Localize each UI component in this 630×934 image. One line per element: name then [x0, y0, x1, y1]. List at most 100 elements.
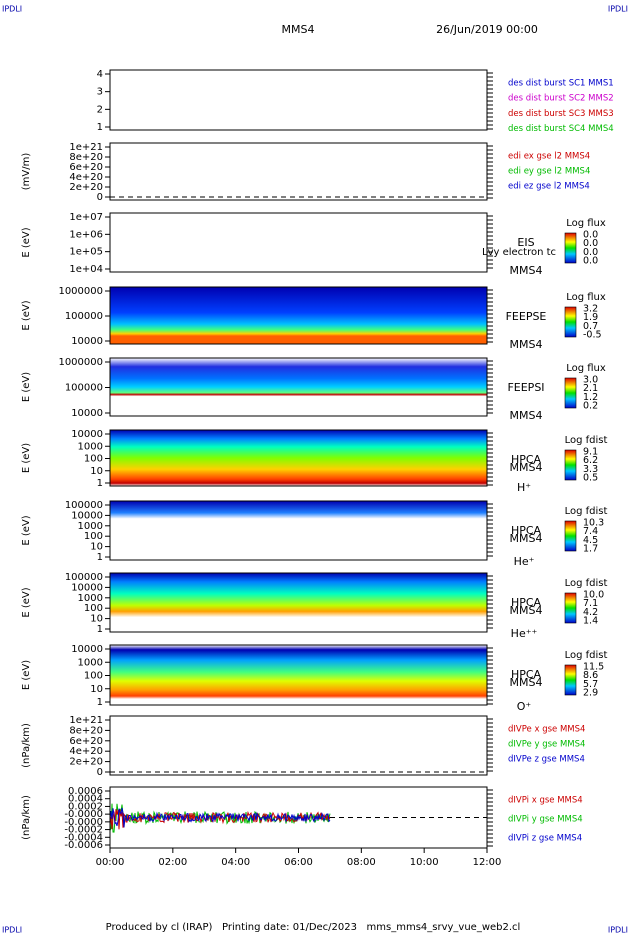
species-label: He⁺ — [514, 555, 535, 568]
y-tick-label: 10 — [90, 542, 103, 553]
x-tick-label: 04:00 — [221, 857, 250, 868]
y-tick-label: 1000 — [78, 521, 103, 532]
colorbar-title: Log fdist — [565, 650, 608, 661]
y-tick-label: 2 — [97, 104, 103, 115]
series-label: edi ey gse l2 MMS4 — [508, 167, 590, 177]
y-tick-label: 10000 — [71, 644, 103, 655]
series-label: dIVPi x gse MMS4 — [508, 796, 583, 806]
y-tick-label: 100000 — [65, 500, 103, 511]
x-tick-label: 10:00 — [410, 857, 439, 868]
y-tick-label: 1000 — [78, 441, 103, 452]
y-tick-label: 10000 — [71, 510, 103, 521]
y-tick-label: -0.0006 — [64, 840, 103, 851]
species-label: He⁺⁺ — [511, 627, 538, 640]
spectrogram — [110, 645, 487, 705]
y-axis-label: (nPa/km) — [21, 723, 32, 768]
x-tick-label: 02:00 — [158, 857, 187, 868]
series-label: dIVPe z gse MMS4 — [508, 755, 585, 765]
colorbar-tick-label: -0.5 — [583, 330, 602, 341]
colorbar — [565, 233, 576, 263]
series-label: dIVPe x gse MMS4 — [508, 725, 585, 735]
colorbar-tick-label: 0.5 — [583, 473, 598, 484]
y-tick-label: 1000 — [78, 657, 103, 668]
colorbar-tick-label: 0.0 — [583, 256, 598, 267]
y-tick-label: 10 — [90, 466, 103, 477]
colorbar-title: Log flux — [566, 218, 606, 229]
x-tick-label: 08:00 — [347, 857, 376, 868]
y-tick-label: 10 — [90, 684, 103, 695]
y-tick-label: 8e+20 — [69, 725, 103, 736]
colorbar — [565, 593, 576, 623]
y-axis-label: (nPa/km) — [21, 795, 32, 840]
y-tick-label: 10000 — [71, 408, 103, 419]
y-tick-label: 100 — [84, 603, 103, 614]
spacecraft-label: MMS4 — [510, 461, 543, 474]
y-tick-label: 1e+07 — [69, 212, 103, 223]
y-tick-label: 0 — [97, 767, 103, 778]
colorbar — [565, 307, 576, 337]
colorbar-tick-label: 1.4 — [583, 616, 598, 627]
y-tick-label: 1e+04 — [69, 264, 103, 275]
colorbar — [565, 450, 576, 480]
y-tick-label: 1 — [97, 122, 103, 133]
instrument-label: FEEPSI — [507, 381, 544, 394]
panel-frame — [110, 716, 487, 775]
y-axis-label: E (eV) — [21, 515, 32, 545]
y-tick-label: 100 — [84, 671, 103, 682]
x-tick-label: 06:00 — [284, 857, 313, 868]
series-label: des dist burst SC4 MMS4 — [508, 124, 614, 134]
colorbar-tick-label: 1.7 — [583, 544, 598, 555]
spacecraft-title: MMS4 — [282, 23, 315, 36]
spectrogram — [110, 358, 487, 416]
y-axis-label: (mV/m) — [21, 153, 32, 191]
colorbar-title: Log fdist — [565, 506, 608, 517]
y-tick-label: 10 — [90, 614, 103, 625]
spectrogram — [110, 287, 487, 344]
series-label: dIVPi y gse MMS4 — [508, 815, 583, 825]
note: Lvy electron tc — [482, 247, 556, 258]
spacecraft-label: MMS4 — [510, 604, 543, 617]
y-tick-label: 1000 — [78, 593, 103, 604]
y-tick-label: 1 — [97, 697, 103, 708]
series-label: edi ex gse l2 MMS4 — [508, 152, 590, 162]
y-tick-label: 100000 — [65, 311, 103, 322]
x-tick-label: 00:00 — [96, 857, 125, 868]
date-title: 26/Jun/2019 00:00 — [436, 23, 538, 36]
footer: Produced by cl (IRAP) Printing date: 01/… — [106, 922, 521, 933]
spacecraft-label: MMS4 — [510, 264, 543, 277]
y-tick-label: 1 — [97, 478, 103, 489]
y-tick-label: 100000 — [65, 572, 103, 583]
colorbar — [565, 378, 576, 408]
spacecraft-label: MMS4 — [510, 532, 543, 545]
colorbar-tick-label: 2.9 — [583, 688, 598, 699]
y-axis-label: E (eV) — [21, 587, 32, 617]
logo: IPDLI — [608, 926, 628, 934]
y-tick-label: 6e+20 — [69, 736, 103, 747]
y-tick-label: 10000 — [71, 429, 103, 440]
colorbar — [565, 521, 576, 551]
logo: IPDLI — [608, 5, 628, 14]
y-tick-label: 0 — [97, 192, 103, 203]
panel-frame — [110, 143, 487, 200]
y-tick-label: 4 — [97, 69, 103, 80]
y-tick-label: 100000 — [65, 383, 103, 394]
species-label: H⁺ — [517, 481, 531, 494]
y-axis-label: E (eV) — [21, 372, 32, 402]
panel-frame — [110, 70, 487, 130]
panel-frame — [110, 213, 487, 272]
series-label: des dist burst SC1 MMS1 — [508, 79, 614, 89]
x-tick-label: 12:00 — [473, 857, 502, 868]
series-label: dIVPe y gse MMS4 — [508, 740, 585, 750]
colorbar — [565, 665, 576, 695]
species-label: O⁺ — [517, 700, 532, 713]
colorbar-title: Log fdist — [565, 578, 608, 589]
y-tick-label: 4e+20 — [69, 746, 103, 757]
colorbar-tick-label: 0.2 — [583, 401, 598, 412]
y-axis-label: E (eV) — [21, 300, 32, 330]
y-tick-label: 10000 — [71, 336, 103, 347]
y-axis-label: E (eV) — [21, 660, 32, 690]
colorbar-title: Log fdist — [565, 435, 608, 446]
y-tick-label: 1000000 — [58, 286, 103, 297]
series-label: des dist burst SC3 MMS3 — [508, 109, 614, 119]
